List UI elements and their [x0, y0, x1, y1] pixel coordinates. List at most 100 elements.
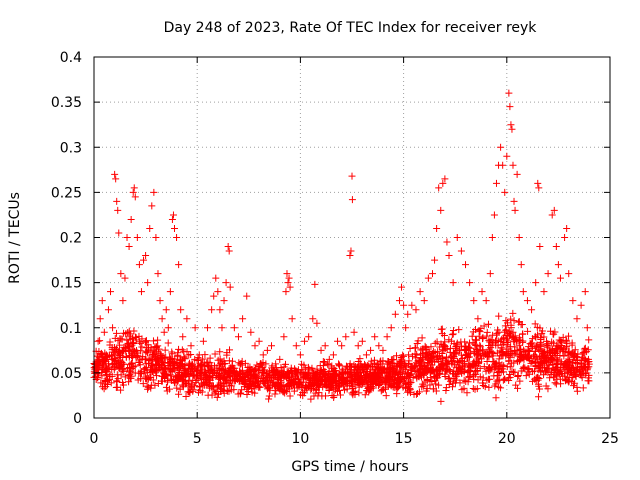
band-point	[432, 354, 440, 362]
data-point	[309, 315, 317, 323]
band-point	[398, 355, 406, 363]
data-point	[234, 333, 242, 341]
band-point	[366, 381, 374, 389]
band-point	[246, 377, 254, 385]
data-point	[131, 193, 139, 201]
data-point	[94, 337, 102, 345]
band-point	[188, 360, 196, 368]
band-point	[228, 357, 236, 365]
band-point	[259, 364, 267, 372]
data-point	[462, 261, 470, 269]
band-point	[385, 380, 393, 388]
band-point	[139, 353, 147, 361]
band-point	[564, 365, 572, 373]
band-point	[423, 385, 431, 393]
band-point	[185, 361, 193, 369]
band-point	[407, 366, 415, 374]
data-point	[486, 270, 494, 278]
band-point	[267, 376, 275, 384]
band-point	[532, 333, 540, 341]
band-point	[514, 372, 522, 380]
band-point	[496, 352, 504, 360]
band-point	[419, 380, 427, 388]
data-point	[511, 206, 519, 214]
band-point	[536, 338, 544, 346]
data-point	[470, 297, 478, 305]
band-point	[475, 332, 483, 340]
band-point	[455, 346, 463, 354]
band-point	[305, 365, 313, 373]
band-point	[216, 348, 224, 356]
band-point	[211, 350, 219, 358]
band-point	[471, 336, 479, 344]
band-point	[308, 381, 316, 389]
data-point	[162, 306, 170, 314]
band-point	[438, 346, 446, 354]
band-point	[110, 355, 118, 363]
data-point	[212, 274, 220, 282]
band-point	[383, 373, 391, 381]
band-point	[546, 374, 554, 382]
band-point	[168, 354, 176, 362]
data-point	[501, 188, 509, 196]
band-point	[155, 364, 163, 372]
band-point	[118, 366, 126, 374]
data-point	[225, 247, 233, 255]
data-point	[563, 224, 571, 232]
data-point	[284, 279, 292, 287]
band-point	[299, 378, 307, 386]
data-point	[109, 324, 117, 332]
data-point	[509, 161, 517, 169]
data-point	[187, 342, 195, 350]
band-point	[572, 373, 580, 381]
band-point	[412, 390, 420, 398]
band-point	[198, 364, 206, 372]
band-point	[108, 372, 116, 380]
band-point	[458, 386, 466, 394]
band-point	[471, 360, 479, 368]
band-point	[463, 353, 471, 361]
band-point	[199, 381, 207, 389]
band-point	[564, 351, 572, 359]
band-point	[356, 355, 364, 363]
data-point	[474, 315, 482, 323]
band-point	[431, 377, 439, 385]
band-point	[433, 353, 441, 361]
band-point	[485, 341, 493, 349]
band-point	[223, 370, 231, 378]
band-point	[313, 365, 321, 373]
data-point	[519, 288, 527, 296]
band-point	[135, 338, 143, 346]
data-point	[191, 324, 199, 332]
band-point	[514, 337, 522, 345]
band-point	[260, 377, 268, 385]
band-point	[510, 359, 518, 367]
band-point	[236, 376, 244, 384]
band-point	[269, 368, 277, 376]
band-point	[154, 336, 162, 344]
band-point	[578, 356, 586, 364]
band-point	[204, 391, 212, 399]
band-point	[203, 359, 211, 367]
band-point	[199, 355, 207, 363]
band-point	[460, 376, 468, 384]
band-point	[338, 376, 346, 384]
band-point	[142, 344, 150, 352]
band-point	[361, 391, 369, 399]
data-point	[445, 252, 453, 260]
band-point	[291, 366, 299, 374]
band-point	[247, 372, 255, 380]
band-point	[427, 352, 435, 360]
band-point	[508, 367, 516, 375]
band-point	[456, 379, 464, 387]
band-point	[430, 385, 438, 393]
band-point	[314, 369, 322, 377]
band-point	[307, 395, 315, 403]
band-point	[518, 320, 526, 328]
band-point	[253, 373, 261, 381]
y-tick-label: 0	[73, 411, 82, 427]
data-point	[280, 333, 288, 341]
band-point	[361, 360, 369, 368]
band-point	[457, 338, 465, 346]
y-tick-label: 0.05	[51, 366, 82, 382]
